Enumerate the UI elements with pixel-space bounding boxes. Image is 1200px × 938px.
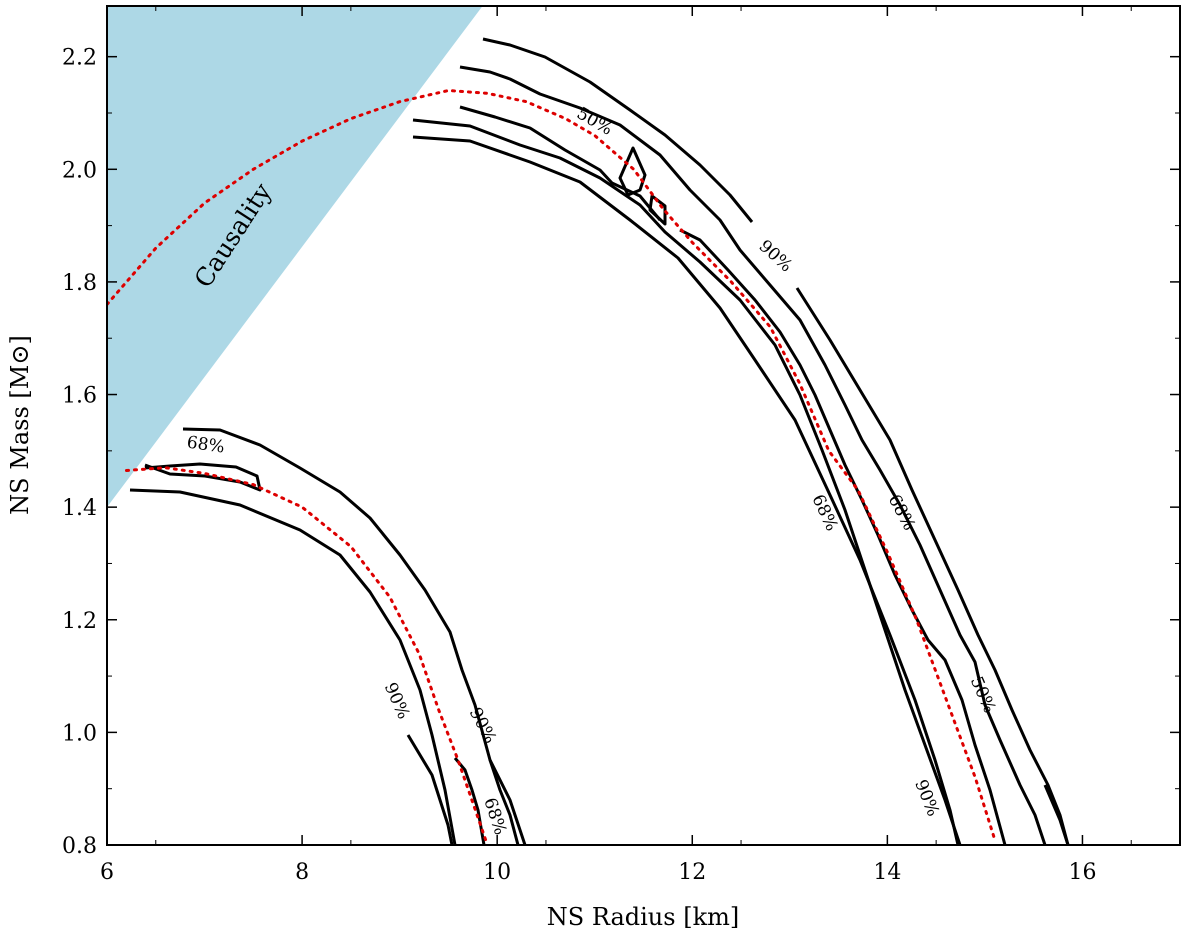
contour-label-90-left2: 90% <box>465 704 500 747</box>
x-tick-label: 10 <box>483 860 511 885</box>
y-tick-label: 2.2 <box>62 46 97 71</box>
y-tick-label: 1.4 <box>62 496 97 521</box>
y-tick-label: 1.6 <box>62 384 97 409</box>
contour-90-outer-upper-lower <box>795 287 1070 845</box>
y-tick-label: 1.0 <box>62 721 97 746</box>
eos-curves <box>107 88 997 845</box>
contour-90-inner-upper <box>412 135 960 845</box>
contour-90-outer-upper <box>482 37 754 223</box>
contour-label-68-left: 68% <box>186 433 226 458</box>
plot-frame <box>106 5 1181 846</box>
contour-50-small-island <box>648 194 667 226</box>
x-tick-label: 8 <box>295 860 309 885</box>
contour-label-90-left: 90% <box>380 680 414 723</box>
x-tick-label: 6 <box>100 860 114 885</box>
upper-contours <box>412 37 1070 845</box>
y-tick-label: 1.8 <box>62 271 97 296</box>
contour-68-inner-upper <box>412 118 962 845</box>
contour-label-68-right: 68% <box>884 491 919 534</box>
contour-label-68-mid: 68% <box>807 492 841 535</box>
y-tick-label: 0.8 <box>62 834 97 859</box>
y-tick-label: 2.0 <box>62 158 97 183</box>
contour-90-outermost-lower <box>1043 784 1070 845</box>
causality-region <box>107 6 483 508</box>
contour-50-left-upper <box>459 105 662 221</box>
y-axis-title: NS Mass [M⊙] <box>6 335 34 515</box>
x-axis-ticks: 6 8 10 12 14 16 <box>100 6 1132 885</box>
contour-label-50-top: 50% <box>573 104 616 140</box>
contour-90-inner-lower <box>129 488 457 845</box>
x-tick-label: 16 <box>1068 860 1096 885</box>
x-tick-label: 14 <box>873 860 901 885</box>
contour-50-island <box>618 146 647 197</box>
eos-curve-2 <box>125 466 489 845</box>
x-tick-label: 12 <box>678 860 706 885</box>
y-axis-ticks: 0.8 1.0 1.2 1.4 1.6 1.8 2.0 2.2 <box>62 46 1180 859</box>
contour-90-lower-tail <box>406 734 454 845</box>
contour-68-outer-upper <box>459 65 1047 845</box>
contour-label-90-top: 90% <box>755 236 796 276</box>
y-tick-label: 1.2 <box>62 609 97 634</box>
lower-contours <box>129 427 527 845</box>
contour-68-outer-lower <box>182 427 527 845</box>
contour-90-lower-far-tail <box>488 759 520 845</box>
contour-label-50-right: 50% <box>966 674 1000 717</box>
contour-68-inner-lower <box>144 462 262 492</box>
eos-curve-1 <box>107 88 997 841</box>
plot-area <box>107 6 1070 845</box>
x-axis-title: NS Radius [km] <box>547 903 739 931</box>
